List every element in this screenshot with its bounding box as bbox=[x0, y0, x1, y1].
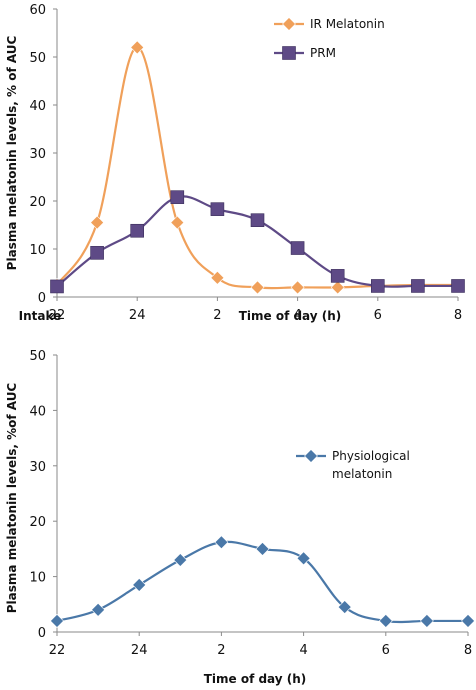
intake-annotation: Intake bbox=[19, 309, 62, 323]
data-point bbox=[451, 279, 465, 293]
x-tick-label: 8 bbox=[464, 643, 472, 658]
data-point bbox=[50, 279, 64, 294]
legend-marker bbox=[304, 449, 318, 463]
y-tick-label: 20 bbox=[29, 195, 46, 210]
data-point bbox=[170, 215, 185, 230]
data-point bbox=[290, 241, 305, 255]
x-tick-label: 8 bbox=[454, 308, 462, 323]
y-tick-label: 40 bbox=[29, 99, 46, 114]
data-point bbox=[290, 280, 305, 295]
legend: Physiological melatonin bbox=[296, 449, 410, 481]
data-point bbox=[210, 202, 225, 216]
series-line bbox=[56, 195, 458, 288]
y-tick-label: 60 bbox=[29, 3, 46, 18]
data-point bbox=[214, 535, 229, 550]
data-point bbox=[130, 40, 145, 55]
y-tick-label: 40 bbox=[29, 404, 46, 419]
data-point bbox=[50, 613, 64, 628]
y-axis-title: Plasma melatonin levels, %of AUC bbox=[5, 383, 19, 614]
y-tick-label: 30 bbox=[29, 460, 46, 475]
data-point bbox=[337, 600, 352, 614]
data-point bbox=[330, 280, 345, 295]
data-point bbox=[370, 279, 385, 293]
x-axis-title: Time of day (h) bbox=[239, 309, 342, 323]
legend-label: PRM bbox=[310, 46, 336, 60]
series-2 bbox=[50, 190, 465, 294]
data-point bbox=[91, 602, 106, 617]
y-tick-label: 30 bbox=[29, 147, 46, 162]
legend-marker bbox=[282, 17, 296, 31]
data-point bbox=[90, 215, 105, 230]
x-tick-label: 2 bbox=[213, 308, 221, 323]
series-1 bbox=[50, 40, 459, 295]
series-line bbox=[56, 46, 459, 290]
x-tick-label: 4 bbox=[299, 643, 307, 658]
x-axis-title: Time of day (h) bbox=[204, 672, 307, 686]
y-tick-label: 0 bbox=[38, 291, 46, 306]
data-point bbox=[419, 613, 434, 628]
data-point bbox=[130, 223, 144, 238]
data-point bbox=[296, 551, 311, 566]
x-tick-label: 4 bbox=[293, 308, 301, 323]
y-tick-label: 0 bbox=[38, 626, 46, 641]
legend-label: melatonin bbox=[332, 467, 392, 481]
data-point bbox=[170, 190, 185, 204]
data-point bbox=[461, 613, 475, 628]
x-tick-label: 24 bbox=[131, 643, 148, 658]
data-point bbox=[132, 577, 147, 592]
data-point bbox=[250, 280, 265, 295]
x-tick-label: 2 bbox=[217, 643, 225, 658]
data-point bbox=[250, 213, 265, 227]
data-point bbox=[173, 553, 188, 567]
data-point bbox=[411, 279, 425, 293]
y-axis-title: Plasma melatonin levels, % of AUC bbox=[5, 35, 19, 270]
x-tick-label: 22 bbox=[49, 308, 66, 323]
legend: IR Melatonin PRM bbox=[274, 17, 385, 60]
x-tick-label: 6 bbox=[374, 308, 382, 323]
legend-label: IR Melatonin bbox=[310, 17, 385, 31]
data-point bbox=[378, 613, 393, 628]
y-tick-label: 10 bbox=[29, 243, 46, 258]
data-point bbox=[210, 270, 225, 285]
y-tick-label: 20 bbox=[29, 515, 46, 530]
y-tick-label: 50 bbox=[29, 349, 46, 364]
legend-marker bbox=[282, 46, 296, 60]
y-tick-label: 10 bbox=[29, 571, 46, 586]
series-1 bbox=[50, 535, 475, 628]
data-point bbox=[90, 246, 104, 260]
x-tick-label: 24 bbox=[129, 308, 146, 323]
data-point bbox=[330, 269, 345, 283]
x-tick-label: 22 bbox=[49, 643, 66, 658]
legend-label: Physiological bbox=[332, 449, 410, 463]
data-point bbox=[255, 541, 270, 556]
y-tick-label: 50 bbox=[29, 51, 46, 66]
x-tick-label: 6 bbox=[382, 643, 390, 658]
